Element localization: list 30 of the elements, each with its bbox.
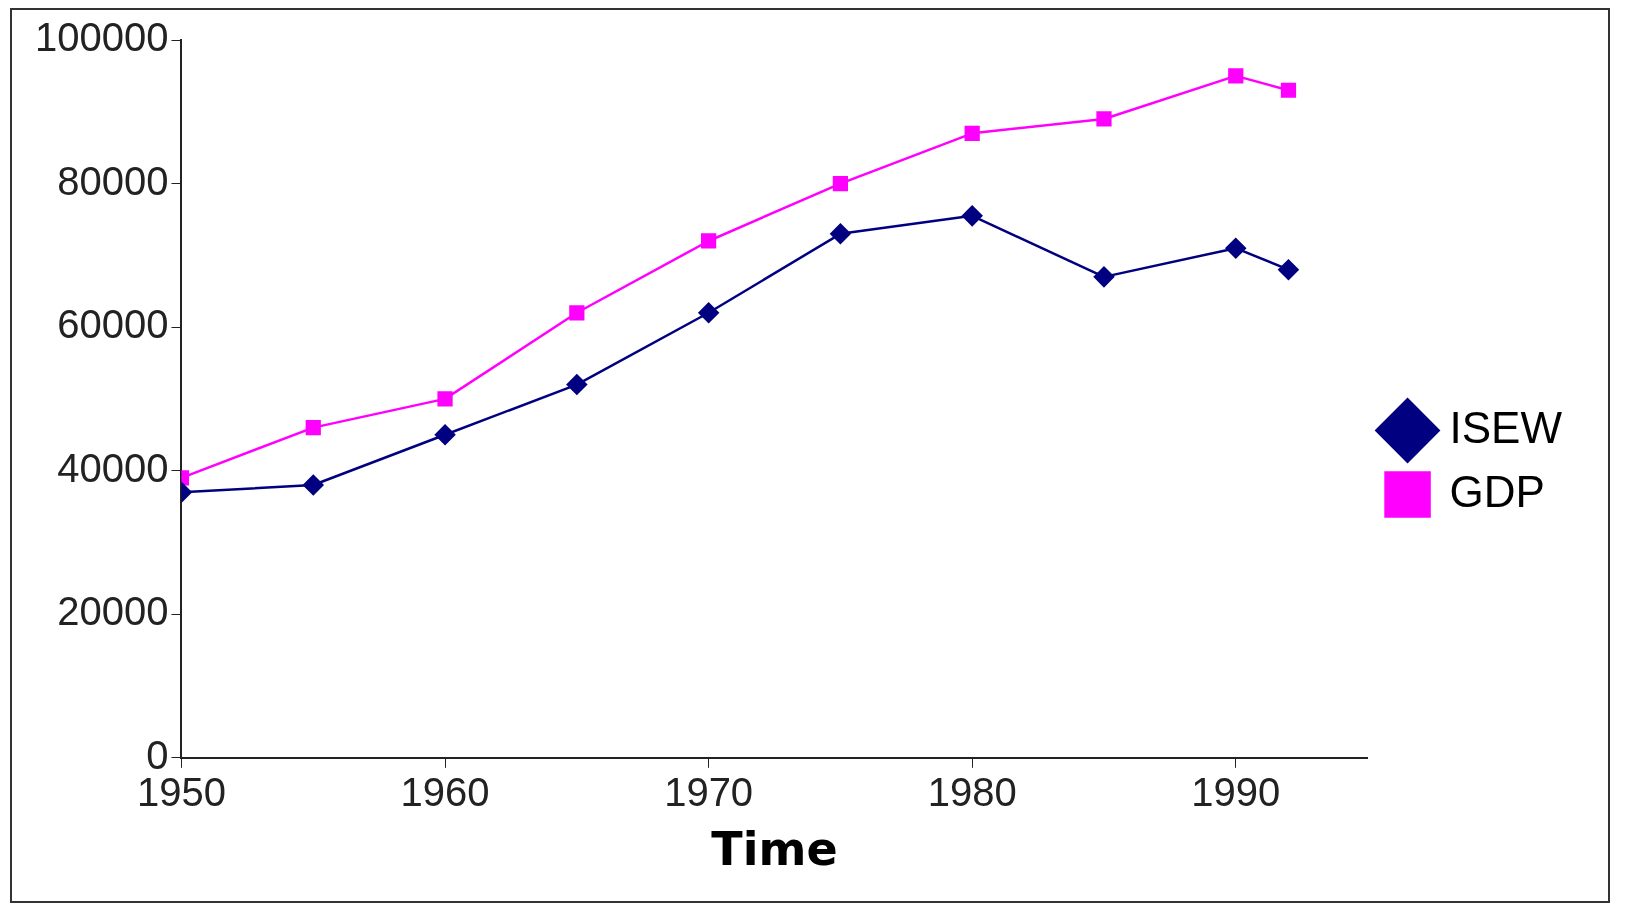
point [303,474,324,496]
point [698,302,719,324]
y-tick-label: 80000 [57,158,169,203]
point [1228,68,1244,84]
point [437,391,453,407]
point [701,233,717,249]
point [305,420,321,436]
legend-label: GDP [1449,466,1545,516]
point [961,205,983,227]
x-tick-label: 1980 [927,769,1017,814]
point [1278,259,1299,280]
x-tick-label: 1960 [400,769,490,814]
y-tick-label: 20000 [57,589,169,634]
y-tick-label: 40000 [57,445,169,490]
point [964,125,980,141]
y-tick-label: 100000 [34,15,169,60]
x-axis-title: Time [711,822,838,877]
point [832,175,849,192]
point [434,424,456,446]
point [1093,266,1115,288]
legend-label: ISEW [1449,402,1563,452]
point [830,223,851,245]
point [566,374,588,395]
point [1225,237,1247,259]
point [1280,82,1297,98]
point [1096,111,1112,127]
y-tick-label: 60000 [57,302,169,347]
point [569,305,585,321]
x-tick-label: 1970 [664,769,754,814]
x-tick-label: 1990 [1191,769,1281,814]
